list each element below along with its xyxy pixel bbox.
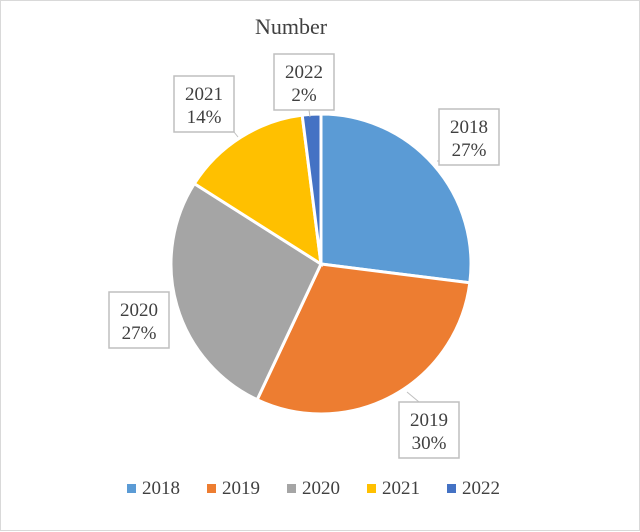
data-label-percent: 14% (187, 107, 222, 128)
legend-item-2019: 2019 (207, 478, 260, 499)
legend: 2018 2019 2020 2021 2022 (127, 478, 500, 499)
pie-slice-2020 (169, 181, 323, 402)
data-label-year: 2021 (185, 84, 223, 105)
leader-line (233, 131, 239, 138)
legend-item-2021: 2021 (367, 478, 420, 499)
legend-swatch (447, 484, 456, 493)
legend-label: 2022 (462, 478, 500, 499)
data-label-percent: 30% (412, 433, 447, 454)
leader-line (308, 109, 311, 118)
data-label-percent: 2% (291, 85, 317, 106)
data-label-year: 2018 (450, 117, 488, 138)
legend-item-2018: 2018 (127, 478, 180, 499)
pie-slice-2019 (255, 262, 472, 416)
legend-label: 2020 (302, 478, 340, 499)
data-label-box (398, 401, 460, 459)
data-label-year: 2020 (120, 300, 158, 321)
legend-item-2020: 2020 (287, 478, 340, 499)
legend-swatch (367, 484, 376, 493)
data-label-box (273, 53, 335, 111)
legend-item-2022: 2022 (447, 478, 500, 499)
legend-label: 2018 (142, 478, 180, 499)
legend-swatch (207, 484, 216, 493)
pie-slice-2022 (300, 112, 323, 265)
leader-line (406, 391, 420, 403)
data-label-box (173, 75, 235, 133)
data-label-box (438, 108, 500, 166)
pie-slices (169, 112, 473, 416)
data-label-box (108, 291, 170, 349)
legend-swatch (127, 484, 136, 493)
data-label-percent: 27% (122, 323, 157, 344)
legend-label: 2019 (222, 478, 260, 499)
pie-slice-2018 (319, 112, 473, 285)
data-label-year: 2019 (410, 410, 448, 431)
chart-title: Number (255, 14, 328, 39)
data-label-percent: 27% (452, 140, 487, 161)
data-label-year: 2022 (285, 62, 323, 83)
legend-label: 2021 (382, 478, 420, 499)
pie-slice-2021 (192, 113, 323, 267)
legend-swatch (287, 484, 296, 493)
